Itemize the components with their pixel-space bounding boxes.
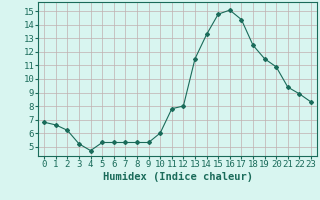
X-axis label: Humidex (Indice chaleur): Humidex (Indice chaleur) bbox=[103, 172, 252, 182]
